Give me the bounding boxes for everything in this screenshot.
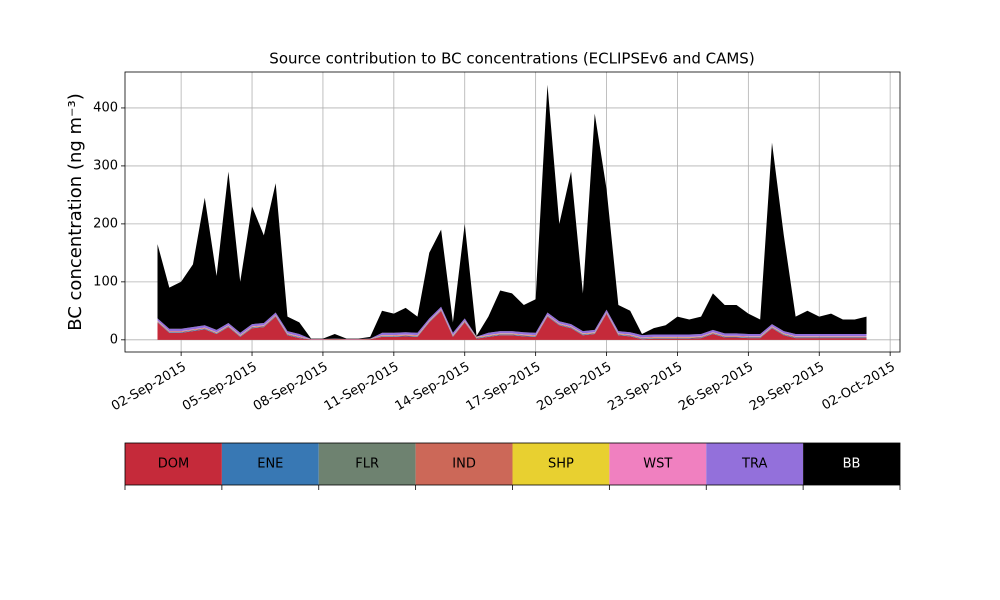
legend: DOM ENE FLR IND SHP WST TRA BB <box>124 442 901 490</box>
x-tick-label: 05-Sep-2015 <box>180 360 260 415</box>
y-tick-label: 400 <box>93 100 118 115</box>
y-axis-label: BC concentration (ng m⁻³) <box>65 93 86 331</box>
legend-label: DOM <box>158 457 189 472</box>
y-tick-label: 300 <box>93 158 118 173</box>
y-tick-label: 100 <box>93 274 118 289</box>
legend-label: BB <box>843 457 861 472</box>
area <box>157 310 867 340</box>
area <box>157 84 867 339</box>
legend-frame <box>124 442 901 486</box>
x-tick-label: 02-Oct-2015 <box>820 360 898 414</box>
legend-swatch <box>512 443 610 485</box>
x-tick-label: 29-Sep-2015 <box>747 360 827 415</box>
legend-label: WST <box>643 457 672 472</box>
legend-swatch <box>415 443 513 485</box>
legend-swatch <box>125 443 222 485</box>
legend-swatch <box>609 443 707 485</box>
x-tick-label: 02-Sep-2015 <box>109 360 189 415</box>
x-tick-label: 08-Sep-2015 <box>251 360 331 415</box>
x-tick-label: 23-Sep-2015 <box>605 360 685 415</box>
area <box>157 306 867 340</box>
x-tick-label: 17-Sep-2015 <box>464 360 544 415</box>
y-tick-label: 0 <box>110 332 118 347</box>
x-tick-label: 20-Sep-2015 <box>534 360 614 415</box>
legend-label: ENE <box>257 457 283 472</box>
legend-label: SHP <box>548 457 574 472</box>
plot-area: 0 100 200 300 400 02-Sep-201505-Sep-201508-Se… <box>93 72 900 414</box>
legend-swatch <box>221 443 319 485</box>
legend-label: IND <box>452 457 476 472</box>
x-tick-label: 11-Sep-2015 <box>322 360 402 415</box>
legend-label: TRA <box>741 457 767 472</box>
legend-swatch <box>803 443 900 485</box>
chart-title: Source contribution to BC concentrations… <box>269 50 754 68</box>
axes-frame <box>124 71 901 353</box>
legend-swatch <box>706 443 804 485</box>
x-tick-label: 26-Sep-2015 <box>676 360 756 415</box>
legend-swatch <box>318 443 416 485</box>
y-tick-label: 200 <box>93 216 118 231</box>
legend-label: FLR <box>355 457 379 472</box>
x-tick-label: 14-Sep-2015 <box>393 360 473 415</box>
